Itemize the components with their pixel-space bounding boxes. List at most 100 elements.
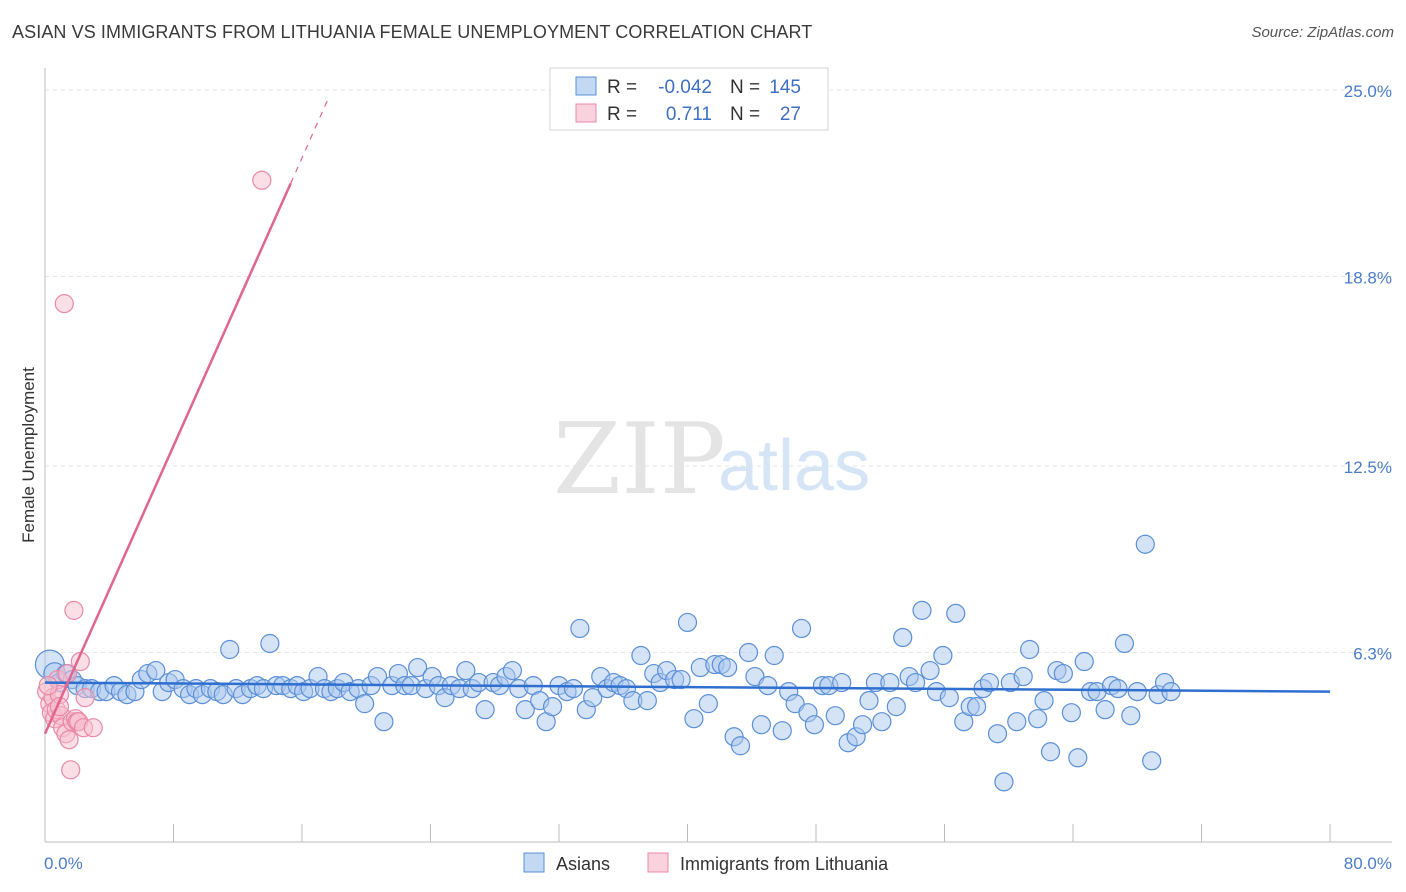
point-asians [475, 700, 495, 720]
point-asians [1095, 700, 1115, 720]
point-asians [1034, 691, 1054, 711]
legend-n-value-lithuania: 27 [780, 104, 801, 125]
point-asians [772, 721, 792, 741]
point-lithuania [252, 170, 272, 190]
point-asians [859, 691, 879, 711]
point-asians [872, 712, 892, 732]
trend-lines [43, 95, 1331, 735]
point-asians [1127, 682, 1147, 702]
point-asians [1135, 534, 1155, 554]
y-tick-label: 12.5% [1344, 458, 1392, 477]
watermark: ZIP atlas [553, 403, 870, 517]
y-tick-label: 25.0% [1344, 82, 1392, 101]
series-asians-points [34, 534, 1181, 792]
point-lithuania [38, 675, 58, 696]
trend-line-lithuania-extension [290, 95, 330, 184]
point-asians [456, 660, 476, 681]
point-asians [671, 669, 691, 690]
point-asians [1007, 712, 1027, 732]
point-asians [920, 660, 940, 681]
point-asians [738, 642, 759, 663]
legend-swatch-asians [575, 76, 597, 96]
x-tick-label-min: 0.0% [44, 854, 83, 873]
point-asians [791, 618, 812, 639]
bottom-legend-label-lithuania: Immigrants from Lithuania [680, 854, 889, 874]
bottom-legend-swatch-asians [523, 852, 545, 873]
y-tick-label: 6.3% [1353, 645, 1392, 664]
gridlines [45, 89, 1392, 654]
point-asians [751, 715, 771, 735]
point-asians [1121, 706, 1141, 726]
point-lithuania [64, 600, 84, 620]
point-asians [1068, 748, 1088, 768]
bottom-legend-label-asians: Asians [556, 854, 610, 874]
point-asians [260, 633, 280, 654]
point-asians [1028, 709, 1048, 729]
point-lithuania [83, 718, 103, 738]
point-lithuania [61, 760, 81, 780]
legend-swatch-lithuania [575, 103, 597, 123]
legend-n-value-asians: 145 [769, 77, 801, 98]
point-asians [893, 627, 913, 648]
point-asians [1020, 639, 1040, 660]
point-asians [583, 688, 603, 708]
bottom-legend: Asians Immigrants from Lithuania [523, 852, 889, 874]
point-asians [1074, 651, 1094, 672]
trend-line-lithuania [43, 182, 292, 735]
point-asians [880, 672, 900, 693]
point-asians [852, 715, 873, 735]
point-asians [1142, 751, 1162, 771]
legend-r-value-lithuania: 0.711 [666, 104, 712, 125]
point-asians [946, 603, 966, 624]
y-tick-label: 18.8% [1344, 269, 1392, 288]
bottom-legend-swatch-lithuania [647, 852, 669, 873]
point-asians [933, 645, 953, 666]
y-axis-title: Female Unemployment [19, 367, 38, 543]
source-label: Source: ZipAtlas.com [1251, 24, 1394, 41]
watermark-zip: ZIP [553, 403, 726, 517]
legend-r-label-lithuania: R = [607, 104, 637, 125]
point-asians [886, 697, 906, 717]
point-asians [905, 672, 926, 693]
point-asians [1061, 703, 1081, 723]
point-asians [825, 706, 845, 726]
point-asians [698, 694, 718, 714]
legend-r-value-asians: -0.042 [658, 77, 712, 98]
point-asians [764, 645, 784, 666]
series-lithuania-points [37, 170, 272, 780]
point-asians [1053, 663, 1073, 684]
point-asians [502, 660, 523, 681]
point-asians [987, 724, 1008, 744]
point-asians [637, 691, 657, 711]
point-asians [374, 712, 394, 732]
point-asians [563, 679, 584, 699]
point-asians [804, 715, 824, 735]
point-asians [631, 645, 651, 666]
point-asians [146, 660, 166, 681]
legend-n-label-lithuania: N = [730, 104, 760, 125]
point-asians [939, 688, 959, 708]
point-asians [220, 639, 240, 660]
point-asians [1040, 742, 1061, 762]
point-asians [542, 697, 563, 717]
point-asians [408, 657, 428, 678]
point-asians [967, 697, 987, 717]
point-asians [730, 736, 751, 756]
point-asians [979, 672, 1000, 693]
point-lithuania [75, 688, 95, 708]
point-lithuania [54, 294, 74, 314]
chart-title: ASIAN VS IMMIGRANTS FROM LITHUANIA FEMAL… [12, 22, 813, 42]
point-asians [1114, 633, 1135, 654]
legend-r-label-asians: R = [607, 77, 637, 98]
x-tick-label-max: 80.0% [1344, 854, 1392, 873]
point-lithuania [59, 730, 79, 750]
point-asians [677, 612, 698, 633]
legend: R = -0.042 N = 145 R = 0.711 N = 27 [549, 67, 829, 131]
point-asians [912, 600, 932, 620]
y-tick-labels: 6.3% 12.5% 18.8% 25.0% [1344, 82, 1392, 663]
trend-line-asians [44, 681, 1331, 693]
watermark-atlas: atlas [718, 426, 870, 506]
point-asians [1108, 679, 1128, 699]
point-asians [718, 657, 738, 678]
